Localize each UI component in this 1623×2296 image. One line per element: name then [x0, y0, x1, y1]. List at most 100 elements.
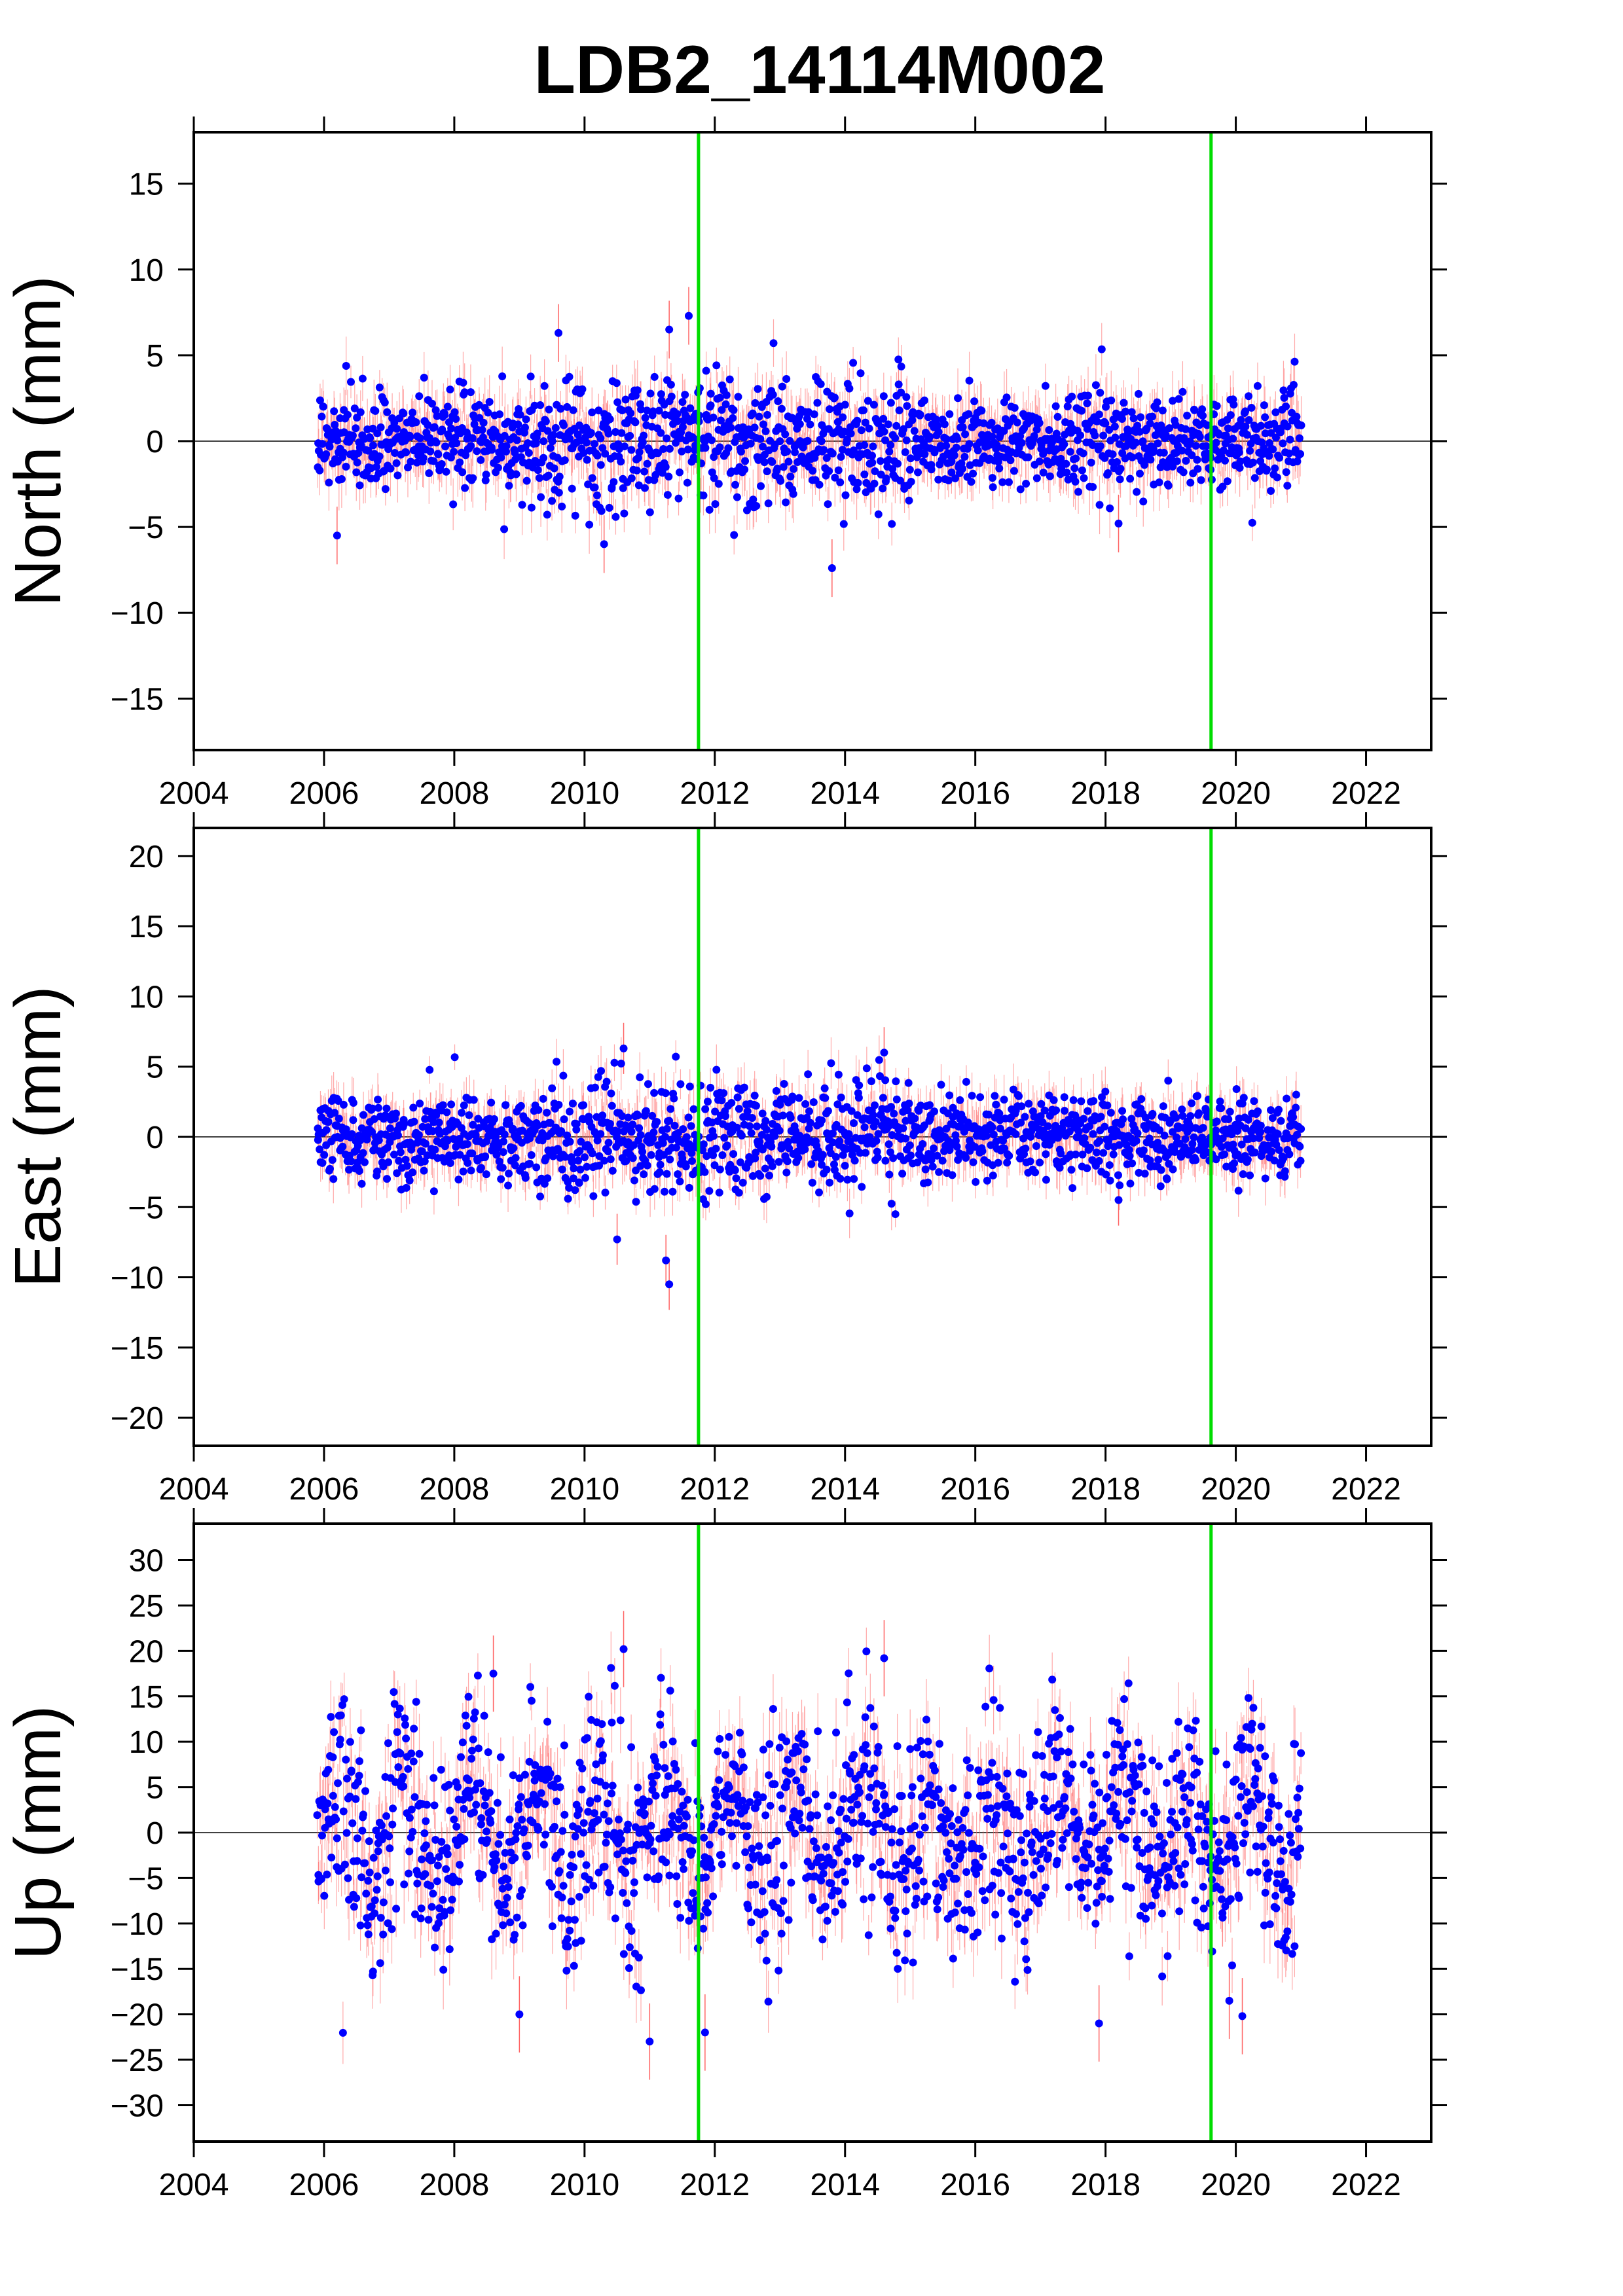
north-data-point — [869, 401, 878, 409]
east-data-point — [543, 1108, 551, 1117]
north-data-point — [536, 401, 545, 409]
north-data-point — [1261, 413, 1269, 422]
east-data-point — [429, 1187, 438, 1196]
north-data-point — [443, 403, 452, 411]
north-data-point — [634, 454, 642, 462]
north-outlier-point — [665, 325, 674, 334]
east-data-point — [409, 1103, 418, 1112]
north-data-point — [632, 466, 641, 475]
north-xtick-label: 2020 — [1201, 776, 1271, 811]
east-data-point — [314, 1124, 322, 1133]
north-data-point — [590, 440, 598, 448]
north-points — [314, 312, 1305, 573]
north-data-point — [416, 434, 424, 442]
north-data-point — [582, 439, 591, 447]
north-data-point — [1045, 425, 1053, 434]
north-data-point — [841, 401, 849, 409]
north-data-point — [473, 447, 481, 456]
east-data-point — [446, 1158, 454, 1167]
north-data-point — [585, 520, 594, 529]
north-data-point — [1110, 422, 1119, 431]
north-data-point — [865, 424, 873, 433]
north-data-point — [1236, 457, 1245, 466]
north-data-point — [460, 388, 469, 397]
north-data-point — [833, 418, 842, 426]
north-data-point — [420, 373, 428, 382]
north-data-point — [1235, 463, 1244, 472]
north-data-point — [393, 425, 401, 433]
north-data-point — [847, 429, 855, 438]
east-data-point — [564, 1177, 572, 1186]
east-data-point — [571, 1186, 579, 1194]
north-data-point — [358, 374, 367, 383]
north-data-point — [657, 390, 665, 399]
north-data-point — [880, 427, 888, 436]
north-data-point — [777, 404, 786, 413]
north-data-point — [667, 392, 676, 401]
north-data-point — [375, 452, 384, 461]
north-data-point — [1213, 402, 1221, 410]
north-data-point — [646, 508, 654, 516]
north-data-point — [977, 406, 986, 415]
north-data-point — [369, 441, 377, 450]
north-data-point — [626, 431, 634, 440]
north-data-point — [1183, 412, 1192, 420]
east-data-point — [498, 1164, 507, 1172]
north-data-point — [1133, 422, 1142, 430]
north-data-point — [729, 406, 738, 414]
north-data-point — [1273, 473, 1281, 482]
north-data-point — [716, 443, 724, 452]
north-data-point — [1084, 391, 1093, 400]
north-data-point — [635, 448, 644, 456]
east-data-point — [492, 1151, 501, 1159]
east-data-point — [447, 1100, 456, 1109]
north-data-point — [782, 498, 790, 507]
north-data-point — [950, 451, 958, 459]
east-data-point — [509, 1124, 517, 1133]
north-data-point — [759, 420, 768, 429]
north-data-point — [1198, 405, 1207, 414]
north-data-point — [817, 437, 826, 446]
north-data-point — [1269, 445, 1277, 454]
east-data-point — [541, 1154, 550, 1162]
north-data-point — [1271, 408, 1280, 416]
north-data-point — [1116, 475, 1124, 484]
north-data-point — [375, 384, 384, 392]
north-data-point — [621, 395, 630, 404]
north-data-point — [868, 452, 877, 460]
north-data-point — [722, 391, 731, 399]
east-data-point — [338, 1142, 347, 1151]
north-data-point — [886, 441, 895, 450]
north-ytick-label: −15 — [111, 682, 164, 717]
north-xtick-label: 2022 — [1331, 776, 1401, 811]
north-data-point — [1249, 458, 1257, 467]
north-data-point — [845, 384, 854, 393]
north-data-point — [526, 372, 535, 381]
north-data-point — [1016, 432, 1025, 440]
north-data-point — [885, 448, 894, 456]
north-data-point — [534, 466, 542, 475]
north-data-point — [610, 478, 618, 486]
north-data-point — [750, 423, 759, 432]
north-data-point — [1292, 412, 1301, 421]
north-data-point — [381, 485, 390, 493]
east-data-point — [410, 1117, 418, 1126]
east-data-point — [439, 1101, 447, 1109]
north-data-point — [773, 464, 782, 473]
north-data-point — [1241, 407, 1250, 416]
north-data-point — [545, 405, 553, 414]
north-ytick-label: 5 — [146, 339, 164, 374]
north-data-point — [1136, 469, 1144, 478]
north-data-point — [583, 456, 591, 464]
north-data-point — [442, 467, 450, 476]
east-data-point — [577, 1138, 585, 1146]
east-data-point — [456, 1151, 464, 1159]
east-data-point — [383, 1175, 392, 1183]
north-data-point — [663, 491, 672, 499]
chart-title: LDB2_14114M002 — [534, 32, 1105, 108]
north-data-point — [1096, 389, 1104, 397]
east-data-point — [543, 1174, 552, 1183]
north-data-point — [1126, 475, 1135, 483]
north-data-point — [839, 520, 848, 528]
north-data-point — [734, 393, 742, 401]
